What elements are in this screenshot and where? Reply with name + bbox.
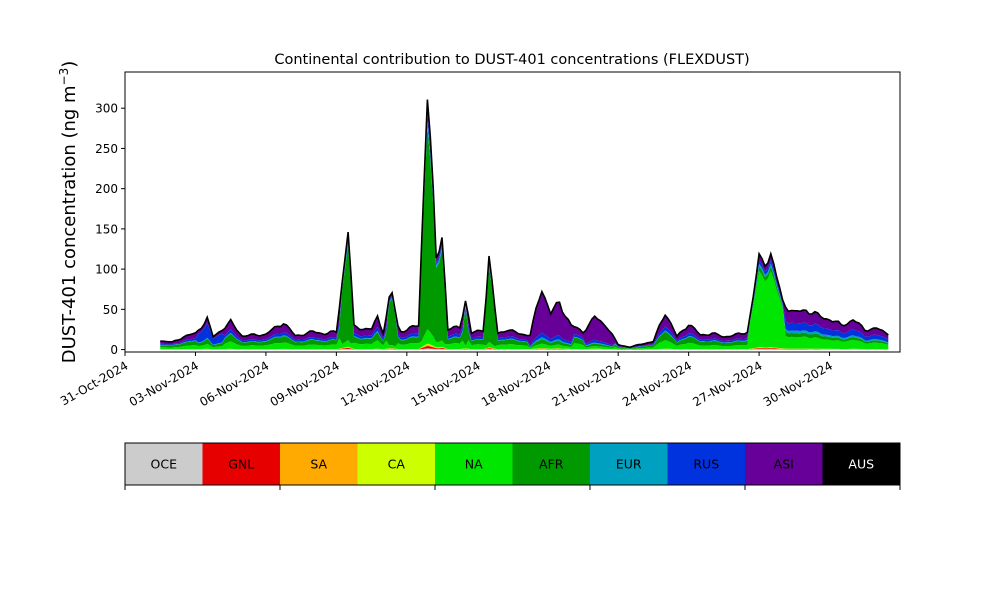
legend-frame: [124, 442, 901, 486]
y-axis-ticks: 0 50 100 150 200 250 300: [95, 102, 125, 357]
x-tick-label: 15-Nov-2024: [409, 358, 483, 409]
area-afr: [160, 127, 889, 349]
legend-label-na: NA: [465, 457, 483, 472]
legend-swatch-asi: [745, 443, 823, 485]
total-line: [160, 99, 889, 349]
legend-label-gnl: GNL: [228, 457, 254, 472]
x-tick-label: 31-Oct-2024: [58, 358, 130, 408]
x-tick-label: 09-Nov-2024: [268, 358, 342, 409]
legend-swatch-gnl: [202, 443, 281, 485]
legend-swatch-aus: [822, 443, 901, 485]
x-tick-label: 06-Nov-2024: [197, 358, 271, 409]
legend-label-afr: AFR: [539, 457, 564, 472]
y-axis-label-main: DUST-401 concentration (ng m: [59, 85, 80, 363]
x-tick-label: 21-Nov-2024: [549, 358, 623, 409]
plot-frame: [124, 71, 901, 353]
x-axis-ticks: 31-Oct-202403-Nov-202406-Nov-202409-Nov-…: [58, 352, 835, 409]
y-tick-label: 0: [110, 343, 118, 357]
legend-colorbar: OCE GNL SA CA NA AFR EUR RUS ASI AUS: [124, 442, 901, 490]
x-tick-label: 03-Nov-2024: [127, 358, 201, 409]
legend-label-ca: CA: [388, 457, 406, 472]
legend-label-rus: RUS: [693, 457, 719, 472]
total-outline: [160, 99, 889, 349]
y-tick-label: 150: [95, 222, 118, 236]
y-tick-label: 50: [103, 303, 118, 317]
area-sa: [160, 344, 889, 350]
area-ca: [160, 343, 889, 350]
legend-label-aus: AUS: [848, 457, 874, 472]
x-tick-label: 24-Nov-2024: [620, 358, 694, 409]
area-gnl: [160, 346, 889, 350]
legend-label-sa: SA: [310, 457, 327, 472]
stacked-areas: [160, 99, 889, 350]
legend-label-oce: OCE: [151, 457, 178, 472]
legend-swatch-na: [435, 443, 513, 485]
legend-swatch-ca: [357, 443, 436, 485]
legend-swatch-afr: [512, 443, 591, 485]
x-tick-label: 27-Nov-2024: [690, 358, 764, 409]
x-tick-label: 30-Nov-2024: [761, 358, 835, 409]
area-asi: [160, 103, 889, 348]
y-tick-label: 300: [95, 102, 118, 116]
y-tick-label: 200: [95, 182, 118, 196]
x-tick-label: 12-Nov-2024: [338, 358, 412, 409]
y-tick-label: 250: [95, 142, 118, 156]
y-axis-label-exponent: −3: [57, 68, 71, 86]
y-axis-label-close: ): [59, 61, 80, 68]
legend-swatch-eur: [590, 443, 668, 485]
x-tick-label: 18-Nov-2024: [479, 358, 553, 409]
legend-swatch-rus: [667, 443, 746, 485]
chart-title: Continental contribution to DUST-401 con…: [274, 52, 749, 68]
area-na: [160, 271, 889, 350]
legend-swatch-oce: [125, 443, 203, 485]
y-axis-label: DUST-401 concentration (ng m−3): [57, 61, 80, 364]
area-oce: [160, 348, 889, 350]
legend-swatch-sa: [280, 443, 358, 485]
legend-label-eur: EUR: [616, 457, 642, 472]
area-rus: [160, 112, 889, 349]
y-tick-label: 100: [95, 263, 118, 277]
legend-label-asi: ASI: [774, 457, 794, 472]
